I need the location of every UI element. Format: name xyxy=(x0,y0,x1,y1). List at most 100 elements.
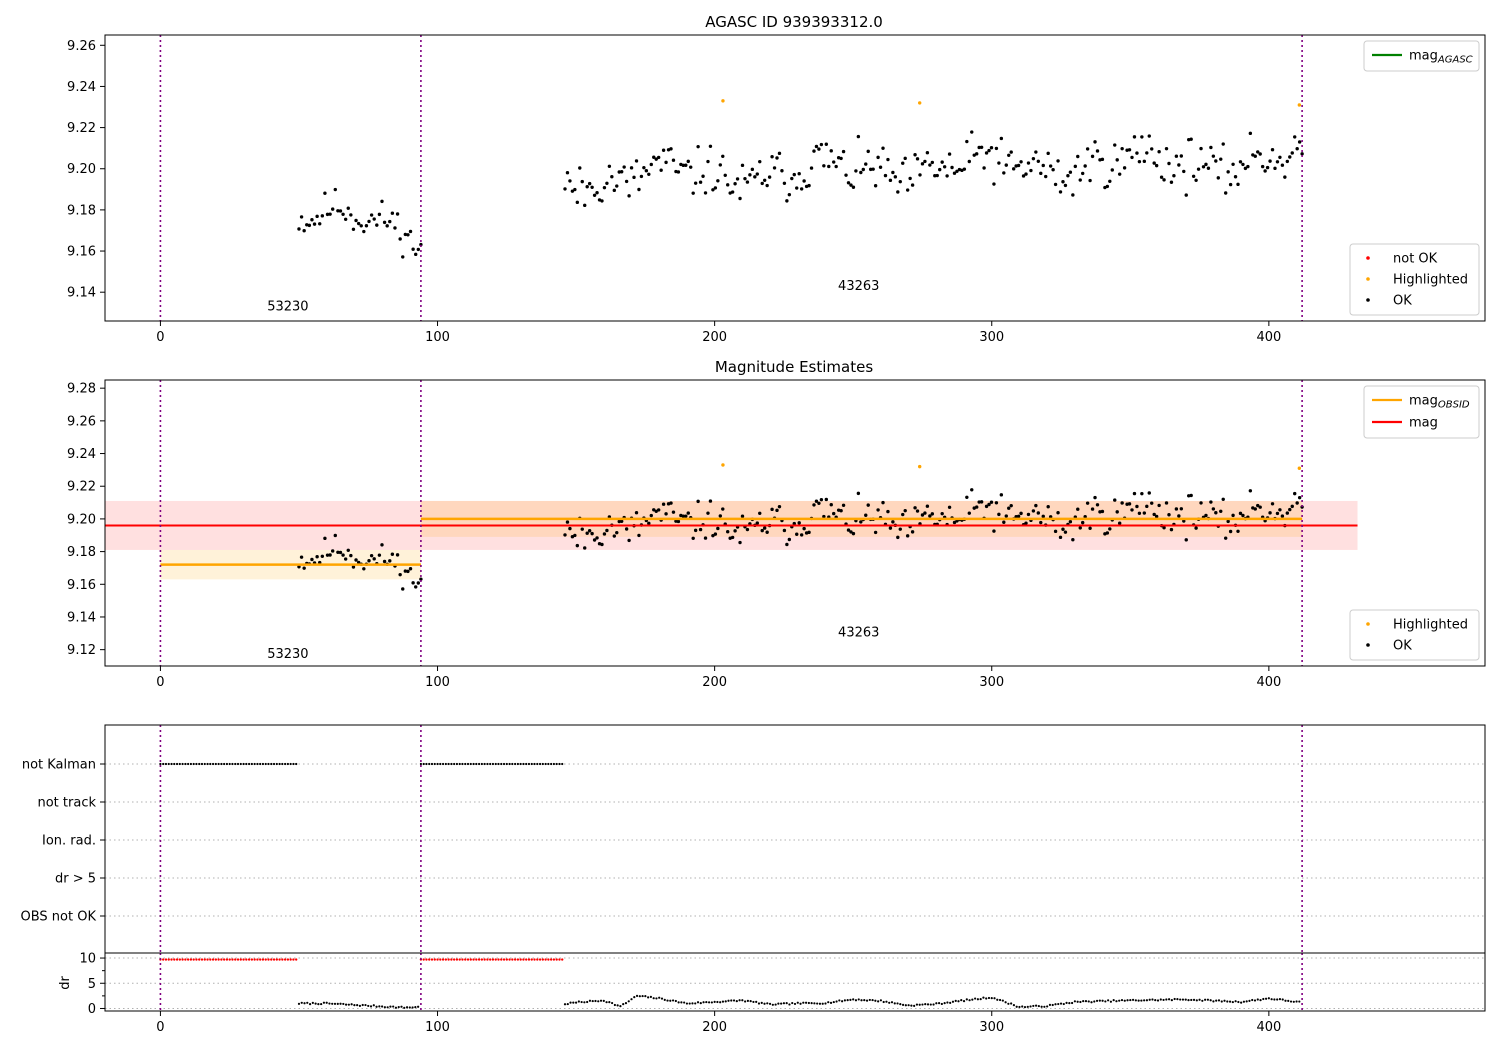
data-point xyxy=(637,187,641,192)
data-point xyxy=(1093,140,1097,144)
data-point xyxy=(748,173,752,177)
x-tick-label: 200 xyxy=(702,675,727,690)
data-point xyxy=(388,219,392,224)
data-point xyxy=(1145,504,1149,509)
data-point xyxy=(1063,530,1068,534)
data-point xyxy=(393,226,397,230)
data-point xyxy=(965,139,969,144)
data-point xyxy=(797,172,801,176)
data-point xyxy=(395,553,400,557)
dr-point xyxy=(874,999,877,1002)
data-point xyxy=(1110,168,1114,172)
data-point xyxy=(354,558,358,562)
legend-label: OK xyxy=(1393,639,1412,654)
data-point xyxy=(1034,503,1038,508)
dr-point xyxy=(1170,999,1173,1002)
flag-point xyxy=(236,762,240,766)
data-point xyxy=(369,553,374,558)
data-point xyxy=(1236,182,1240,187)
highlighted-point xyxy=(721,99,725,103)
dr-point xyxy=(713,1000,716,1003)
data-point xyxy=(375,223,379,227)
dr-point xyxy=(386,1006,389,1009)
dr-point xyxy=(1215,999,1218,1002)
dr-point xyxy=(356,1004,359,1007)
dr-capped-point xyxy=(225,958,229,961)
data-point xyxy=(859,520,863,524)
dr-point xyxy=(611,1001,614,1005)
dr-capped-point xyxy=(494,958,497,961)
data-point xyxy=(945,174,949,178)
flag-point xyxy=(477,762,481,766)
data-point xyxy=(1285,159,1290,164)
dr-point xyxy=(691,1002,694,1005)
data-point xyxy=(686,159,690,164)
dr-point xyxy=(1217,999,1221,1002)
dr-capped-point xyxy=(544,958,547,961)
dr-point xyxy=(719,1001,722,1004)
data-point xyxy=(782,528,787,533)
dr-capped-point xyxy=(198,958,201,961)
data-point xyxy=(886,157,890,162)
legend-label: Highlighted xyxy=(1393,273,1468,288)
dr-point xyxy=(835,1000,838,1003)
dr-point xyxy=(1023,1005,1027,1009)
data-point xyxy=(871,167,875,171)
data-point xyxy=(864,162,868,166)
dr-point xyxy=(1273,998,1276,1001)
data-point xyxy=(1199,501,1203,505)
data-point xyxy=(1053,529,1058,534)
data-point xyxy=(1090,154,1095,159)
flag-point xyxy=(195,762,198,766)
data-point xyxy=(703,536,708,540)
data-point xyxy=(573,533,577,538)
dr-capped-point xyxy=(475,958,478,961)
dr-point xyxy=(605,1001,608,1004)
dr-capped-point xyxy=(256,958,259,961)
dr-capped-point xyxy=(181,958,184,961)
data-point xyxy=(1095,503,1100,507)
data-point xyxy=(654,157,658,161)
flag-point xyxy=(558,762,561,766)
flag-point xyxy=(256,762,259,766)
dr-point xyxy=(685,1002,689,1005)
dr-point xyxy=(699,1002,702,1005)
data-point xyxy=(1105,184,1110,189)
data-point xyxy=(770,507,774,512)
dr-capped-point xyxy=(192,958,195,961)
dr-capped-point xyxy=(466,958,470,961)
data-point xyxy=(587,181,592,186)
flag-point xyxy=(453,762,456,766)
data-point xyxy=(841,149,846,154)
data-point xyxy=(411,581,415,585)
line-legend: magAGASC xyxy=(1363,40,1480,72)
data-point xyxy=(733,182,737,186)
data-point xyxy=(718,163,723,167)
dr-point xyxy=(577,1000,580,1003)
data-point xyxy=(698,527,703,532)
dr-point xyxy=(926,1003,930,1006)
data-point xyxy=(341,553,345,557)
data-point xyxy=(723,173,727,177)
dr-capped-point xyxy=(295,958,298,961)
dr-point xyxy=(946,1001,949,1004)
dr-point xyxy=(320,1002,323,1006)
dr-capped-point xyxy=(164,958,168,961)
flag-point xyxy=(505,762,508,766)
data-point xyxy=(770,154,774,159)
data-point xyxy=(1058,190,1063,194)
data-point xyxy=(691,191,695,195)
dr-point xyxy=(1156,999,1160,1002)
data-point xyxy=(1256,150,1260,154)
dr-axis-label: dr xyxy=(58,976,73,990)
dr-point xyxy=(1154,998,1157,1002)
dr-point xyxy=(1245,1000,1248,1003)
marker-legend: not OK Highlighted OK xyxy=(1349,243,1480,316)
obsid-label: 53230 xyxy=(267,300,308,315)
dr-capped-point xyxy=(281,958,284,961)
data-point xyxy=(859,170,863,175)
flag-label: OBS not OK xyxy=(21,910,97,925)
data-point xyxy=(568,179,572,183)
dr-point xyxy=(1151,998,1154,1001)
y-tick-label: 9.22 xyxy=(67,480,96,495)
